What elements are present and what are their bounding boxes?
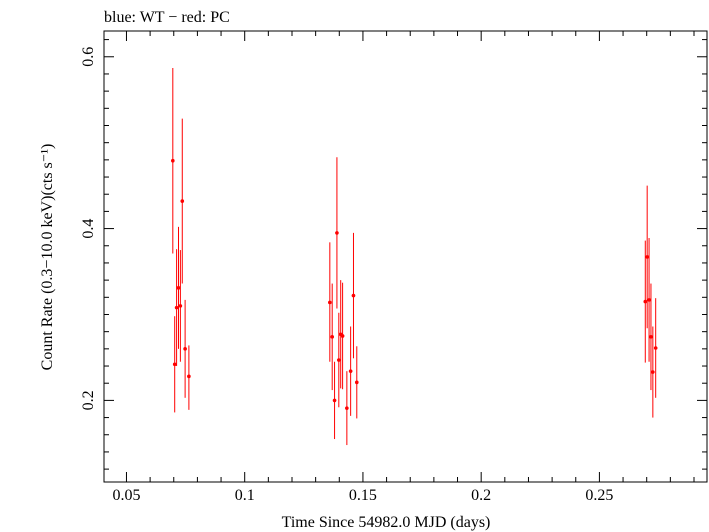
data-point bbox=[645, 255, 649, 259]
data-point bbox=[348, 369, 353, 373]
x-tick-label: 0.15 bbox=[349, 487, 377, 504]
x-tick-label: 0.05 bbox=[112, 487, 140, 504]
data-point bbox=[337, 358, 341, 362]
data-point bbox=[183, 347, 187, 351]
y-axis-ticks: 0.2 0.4 0.6 bbox=[80, 39, 707, 470]
data-point bbox=[351, 293, 356, 298]
data-point bbox=[178, 304, 183, 308]
data-point bbox=[187, 374, 191, 379]
data-point bbox=[332, 398, 337, 403]
x-axis-ticks: 0.05 0.1 0.15 0.2 0.25 bbox=[112, 31, 695, 504]
y-tick-label: 0.6 bbox=[80, 47, 97, 67]
x-tick-label: 0.2 bbox=[471, 487, 491, 504]
data-point bbox=[354, 380, 359, 385]
x-axis-label: Time Since 54982.0 MJD (days) bbox=[282, 514, 491, 531]
data-point bbox=[345, 406, 349, 410]
data-point bbox=[330, 335, 334, 339]
data-point bbox=[335, 231, 339, 235]
data-point bbox=[172, 362, 177, 367]
data-point bbox=[176, 286, 181, 290]
data-point bbox=[651, 370, 655, 374]
x-tick-label: 0.25 bbox=[585, 487, 613, 504]
data-point bbox=[643, 299, 648, 304]
data-point bbox=[340, 334, 345, 338]
data-point bbox=[171, 158, 175, 163]
data-point bbox=[328, 300, 332, 305]
y-axis-label: Count Rate (0.3−10.0 keV)(cts s⁻¹) bbox=[39, 144, 56, 371]
x-tick-label: 0.1 bbox=[235, 487, 255, 504]
data-points bbox=[171, 67, 658, 446]
data-point bbox=[180, 199, 185, 203]
chart-title: blue: WT − red: PC bbox=[104, 9, 230, 26]
data-point bbox=[174, 305, 179, 310]
data-point bbox=[647, 298, 651, 302]
y-tick-label: 0.4 bbox=[80, 219, 97, 239]
data-point bbox=[649, 335, 653, 339]
plot-frame bbox=[103, 30, 708, 483]
y-tick-label: 0.2 bbox=[80, 390, 97, 410]
data-point bbox=[653, 346, 658, 350]
